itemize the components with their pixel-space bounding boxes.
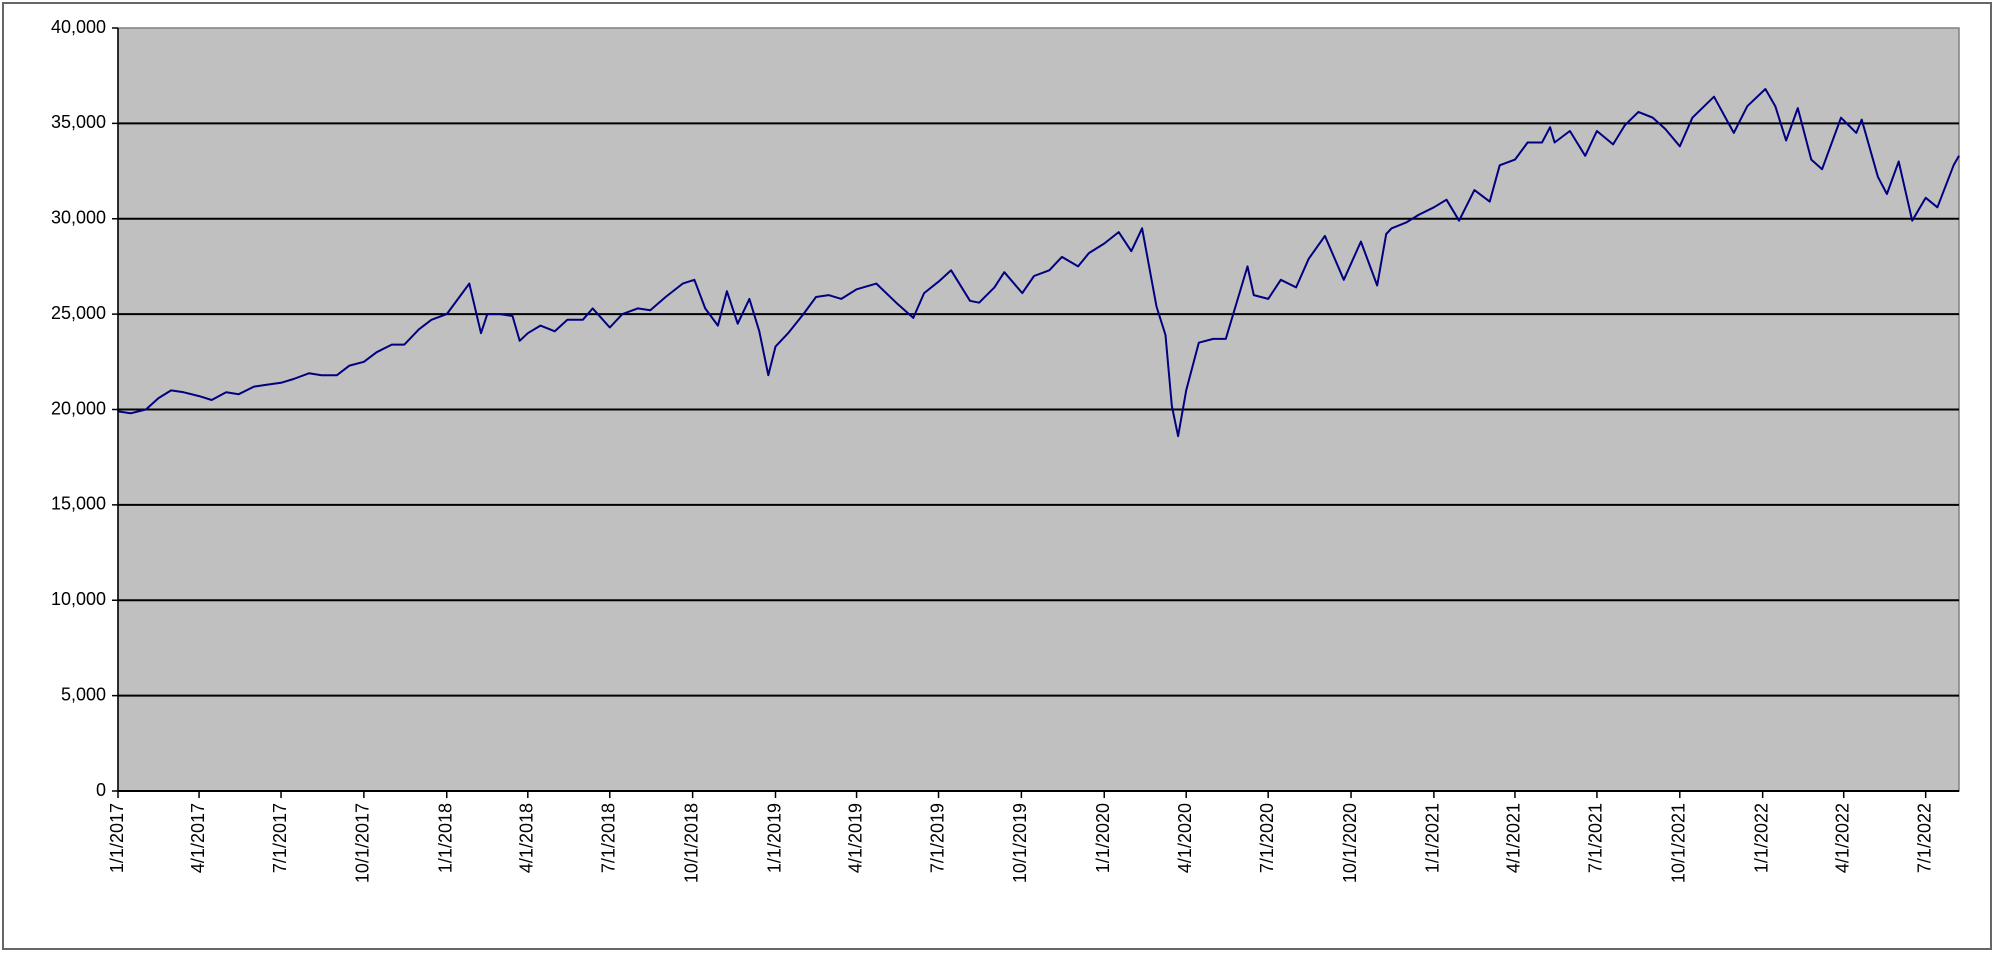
y-tick-label: 25,000 <box>51 303 106 323</box>
x-tick-label: 4/1/2018 <box>517 803 537 873</box>
x-tick-label: 10/1/2019 <box>1010 803 1030 883</box>
x-tick-label: 1/1/2019 <box>764 803 784 873</box>
x-tick-label: 10/1/2017 <box>353 803 373 883</box>
x-tick-label: 7/1/2018 <box>599 803 619 873</box>
y-tick-label: 10,000 <box>51 589 106 609</box>
x-tick-label: 1/1/2021 <box>1423 803 1443 873</box>
x-tick-label: 10/1/2021 <box>1669 803 1689 883</box>
x-tick-label: 1/1/2018 <box>436 803 456 873</box>
y-tick-label: 5,000 <box>61 684 106 704</box>
x-tick-label: 4/1/2022 <box>1832 803 1852 873</box>
y-tick-label: 40,000 <box>51 17 106 37</box>
x-tick-label: 10/1/2018 <box>681 803 701 883</box>
y-tick-label: 0 <box>96 780 106 800</box>
x-tick-label: 7/1/2017 <box>270 803 290 873</box>
x-tick-label: 10/1/2020 <box>1340 803 1360 883</box>
x-tick-label: 4/1/2019 <box>845 803 865 873</box>
data-line <box>117 88 1960 438</box>
x-tick-label: 1/1/2020 <box>1093 803 1113 873</box>
x-tick-label: 7/1/2019 <box>927 803 947 873</box>
x-tick-label: 4/1/2021 <box>1504 803 1524 873</box>
x-tick-label: 4/1/2020 <box>1175 803 1195 873</box>
x-tick-label: 4/1/2017 <box>188 803 208 873</box>
y-tick-label: 15,000 <box>51 494 106 514</box>
x-tick-label: 7/1/2020 <box>1257 803 1277 873</box>
y-tick-label: 20,000 <box>51 398 106 418</box>
x-tick-label: 1/1/2022 <box>1751 803 1771 873</box>
y-tick-label: 30,000 <box>51 208 106 228</box>
x-tick-label: 7/1/2022 <box>1914 803 1934 873</box>
y-tick-label: 35,000 <box>51 112 106 132</box>
x-tick-label: 1/1/2017 <box>107 803 127 873</box>
x-tick-label: 7/1/2021 <box>1586 803 1606 873</box>
